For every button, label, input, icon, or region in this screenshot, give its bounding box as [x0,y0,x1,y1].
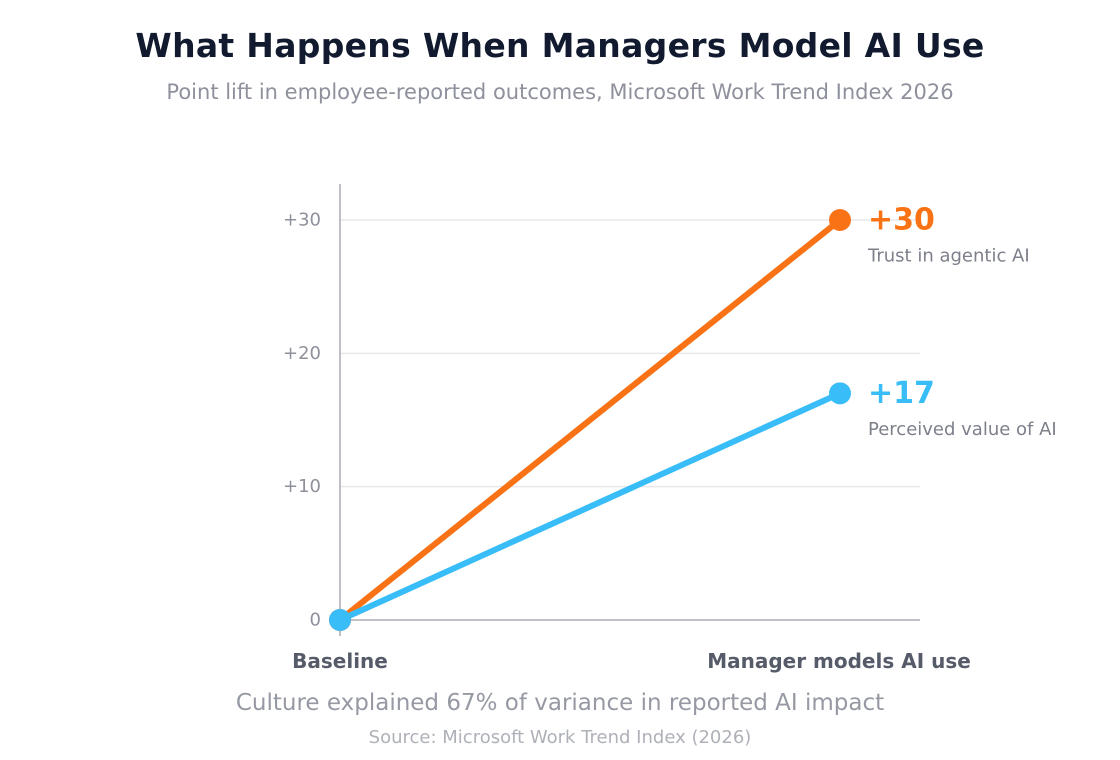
chart-subtitle: Point lift in employee-reported outcomes… [166,80,954,104]
footnote: Culture explained 67% of variance in rep… [235,690,885,716]
series-line [337,217,843,623]
y-tick-label: +20 [283,343,321,364]
data-point [829,209,851,231]
grid-lines [340,219,920,488]
y-tick-label: 0 [310,610,321,631]
x-category-label: Manager models AI use [707,649,971,673]
data-labels: +30 Trust in agentic AI +17 Perceived value… [867,203,1057,440]
series-line [337,390,843,623]
data-point [829,382,851,405]
series-lines [329,209,851,631]
y-tick-label: +30 [283,210,321,231]
chart-title: What Happens When Managers Model AI Use [135,26,985,65]
y-tick-label: +10 [283,476,321,497]
series-name-label: Trust in agentic AI [867,246,1030,267]
data-point [329,609,351,631]
series-name-label: Perceived value of AI [868,419,1057,440]
source-note: Source: Microsoft Work Trend Index (2026… [368,727,752,748]
axes [339,184,920,636]
data-label: +30 [868,203,935,238]
data-label: +17 [868,376,935,411]
x-category-label: Baseline [292,649,388,673]
tick-labels: 0 +10 +20 +30 Baseline Manager models AI use [283,210,971,674]
